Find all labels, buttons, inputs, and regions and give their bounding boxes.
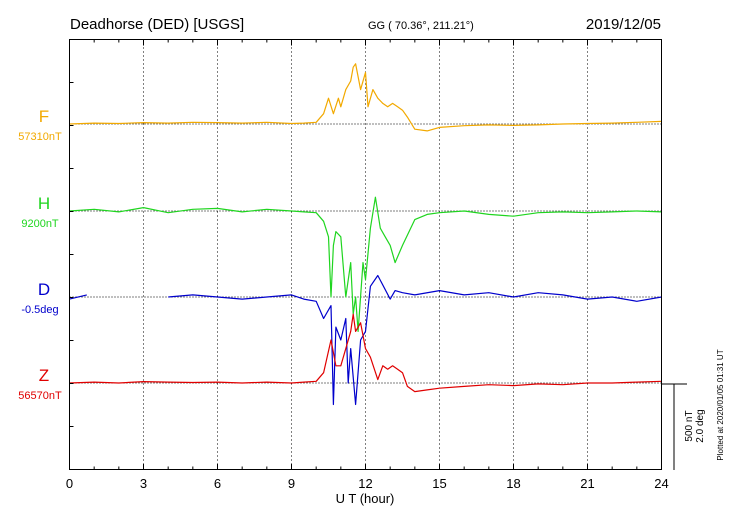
x-tick-label: 18 (506, 476, 520, 491)
series-baseline-z: 56570nT (18, 390, 62, 402)
scale-bar: 500 nT 2.0 deg (661, 383, 706, 470)
x-tick-label: 21 (580, 476, 594, 491)
scale-label-deg: 2.0 deg (695, 409, 706, 442)
vertical-gridlines (143, 39, 588, 470)
x-tick-label: 12 (358, 476, 372, 491)
series-baseline-f: 57310nT (18, 131, 62, 143)
x-tick-label: 9 (288, 476, 295, 491)
x-axis-label: U T (hour) (336, 491, 395, 506)
x-tick-label: 6 (214, 476, 221, 491)
series-name-z: Z (39, 366, 49, 385)
series-name-f: F (39, 107, 49, 126)
x-axis-ticks (69, 39, 662, 470)
plot-date: 2019/12/05 (586, 16, 661, 33)
station-coordinates: GG ( 70.36°, 211.21°) (368, 20, 474, 32)
x-tick-label: 3 (140, 476, 147, 491)
trace-z (69, 313, 662, 393)
trace-f (69, 63, 662, 132)
scale-label-nt: 500 nT (684, 410, 695, 441)
trace-d (69, 274, 662, 406)
x-axis-tick-labels: 0 3 6 9 12 15 18 21 24 (66, 476, 669, 491)
x-tick-label: 0 (66, 476, 73, 491)
series-labels: F 57310nT H 9200nT D -0.5deg Z 56570nT (18, 107, 62, 402)
x-tick-label: 15 (432, 476, 446, 491)
series-name-h: H (38, 194, 50, 213)
plotted-at-note: Plotted at 2020/01/05 01:31 UT (716, 349, 725, 460)
x-tick-label: 24 (654, 476, 668, 491)
series-name-d: D (38, 280, 50, 299)
data-traces (69, 63, 662, 406)
trace-h (69, 196, 662, 332)
series-baseline-h: 9200nT (21, 218, 59, 230)
series-baseline-d: -0.5deg (21, 304, 58, 316)
station-title: Deadhorse (DED) [USGS] (70, 16, 244, 33)
